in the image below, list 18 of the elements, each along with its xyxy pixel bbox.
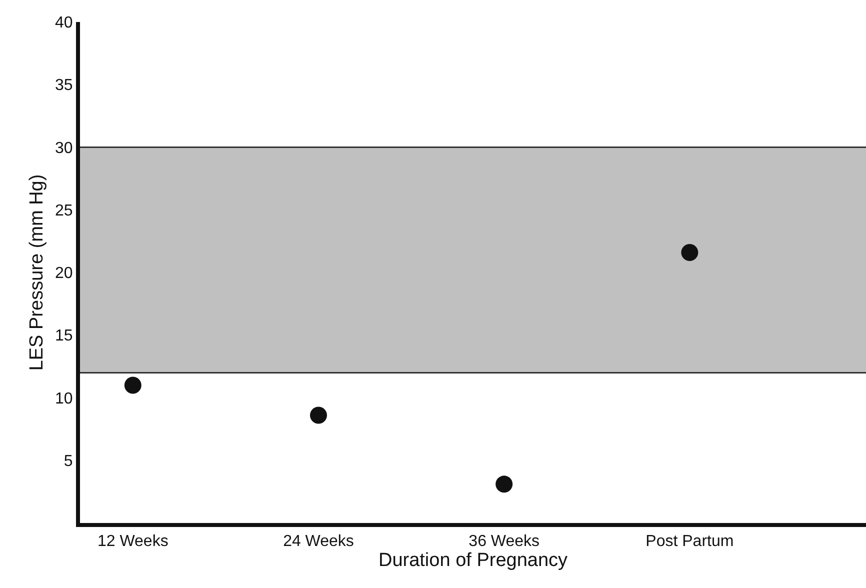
x-tick-label: 12 Weeks [97, 533, 168, 550]
y-tick-label: 40 [55, 14, 73, 32]
point [124, 376, 142, 394]
point [681, 244, 698, 261]
y-tick-label: 15 [55, 328, 73, 345]
y-axis-title: LES Pressure (mm Hg) [26, 174, 48, 371]
point [310, 406, 327, 424]
y-tick-label: 20 [55, 265, 73, 282]
x-tick-label: 24 Weeks [283, 533, 354, 550]
y-tick-label: 30 [55, 140, 73, 157]
point [496, 476, 513, 493]
y-tick-label: 25 [55, 202, 73, 220]
x-tick-label: Post Partum [646, 533, 734, 550]
y-tick-label: 5 [64, 452, 73, 470]
x-tick-label: 36 Weeks [468, 533, 540, 550]
y-tick-label: 10 [55, 390, 73, 408]
x-axis-title: Duration of Pregnancy [378, 550, 568, 572]
y-tick-label: 35 [55, 77, 73, 94]
